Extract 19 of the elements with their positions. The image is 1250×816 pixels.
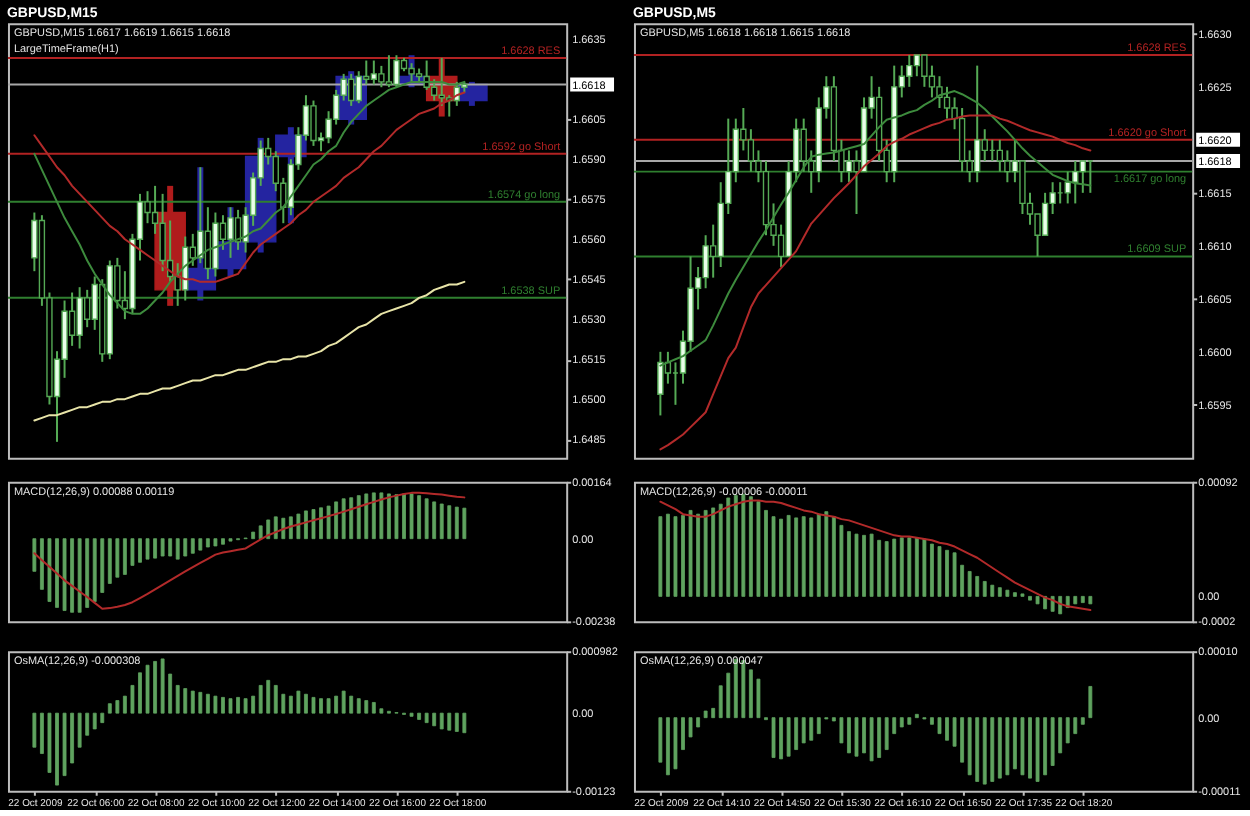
line-series [33,280,466,422]
candlestick [83,288,91,329]
candlestick [76,286,83,350]
candlestick [913,54,921,78]
candlestick [204,206,212,281]
candlestick [845,149,853,184]
candlestick [370,59,378,86]
candlestick [159,192,166,273]
candlestick [234,208,242,251]
line-series [659,499,1092,612]
candlestick [657,350,664,417]
candlestick [212,211,219,278]
candlestick [310,99,317,147]
candlestick [1079,160,1086,194]
candlestick [974,64,981,184]
candlestick [943,85,951,120]
candlestick [385,54,393,89]
candlestick [1041,191,1049,237]
candlestick [393,54,400,89]
